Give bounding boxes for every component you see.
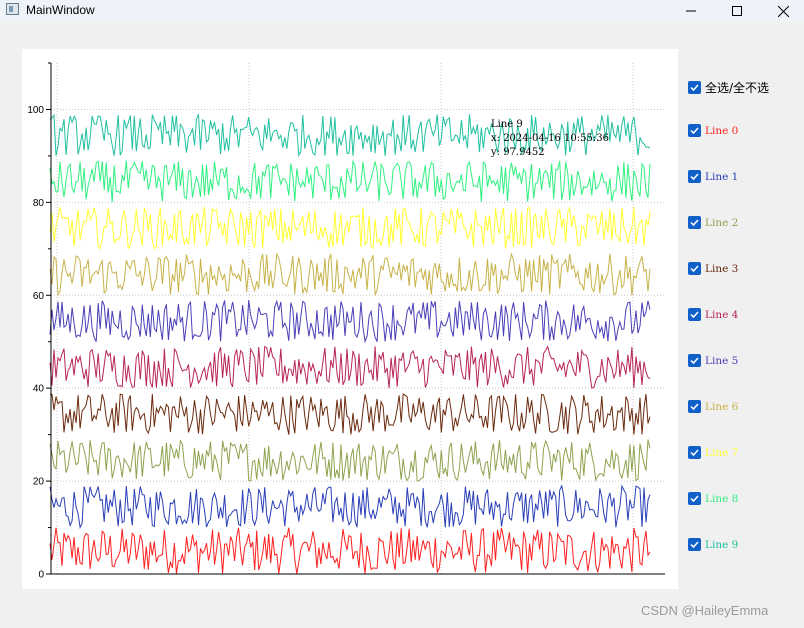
checkbox-checked-icon: [688, 124, 701, 137]
checkbox-checked-icon: [688, 446, 701, 459]
legend-checkbox-line-6[interactable]: Line 6: [688, 400, 738, 413]
legend-checkbox-line-3[interactable]: Line 3: [688, 262, 738, 275]
minimize-button[interactable]: [668, 0, 714, 22]
legend-label: Line 9: [705, 538, 739, 551]
legend-checkbox-line-7[interactable]: Line 7: [688, 446, 738, 459]
checkbox-checked-icon: [688, 354, 701, 367]
window-title: MainWindow: [26, 3, 95, 17]
y-tick-label: 100: [27, 105, 44, 116]
legend-label: Line 2: [705, 216, 739, 229]
checkbox-checked-icon: [688, 81, 701, 94]
legend-label: Line 5: [705, 354, 739, 367]
legend-checkbox-line-5[interactable]: Line 5: [688, 354, 738, 367]
series-line-5: [49, 299, 651, 344]
checkbox-checked-icon: [688, 262, 701, 275]
y-tick-label: 80: [33, 198, 45, 209]
tooltip-x: x: 2024-04-16 10:55:36: [491, 133, 609, 144]
series-line-2: [49, 439, 651, 482]
legend-label: Line 3: [705, 262, 739, 275]
maximize-button[interactable]: [714, 0, 760, 22]
y-tick-label: 20: [33, 477, 45, 488]
legend-label: Line 4: [705, 308, 739, 321]
title-bar: MainWindow: [0, 0, 804, 22]
maximize-icon: [732, 6, 742, 16]
legend-checkbox-line-1[interactable]: Line 1: [688, 170, 738, 183]
checkbox-checked-icon: [688, 216, 701, 229]
series-line-3: [49, 393, 651, 435]
legend-panel: 全选/全不选 Line 0 Line 1 Line 2 Line 3 Line 4 Lin…: [688, 0, 804, 628]
tooltip-series: Line 9: [491, 119, 523, 130]
legend-checkbox-line-2[interactable]: Line 2: [688, 216, 738, 229]
tooltip-y: y: 97.9452: [491, 147, 545, 158]
legend-label: Line 0: [705, 124, 739, 137]
series-line-7: [49, 206, 651, 251]
series-line-8: [49, 159, 651, 203]
legend-label: Line 7: [705, 446, 739, 459]
app-icon: [6, 3, 19, 15]
legend-label: Line 8: [705, 492, 739, 505]
minimize-icon: [686, 10, 696, 12]
series-line-0: [49, 527, 651, 574]
select-all-label: 全选/全不选: [705, 81, 770, 95]
checkbox-checked-icon: [688, 538, 701, 551]
checkbox-checked-icon: [688, 170, 701, 183]
y-tick-label: 60: [33, 291, 45, 302]
legend-label: Line 6: [705, 400, 739, 413]
chart-tooltip: Line 9 x: 2024-04-16 10:55:36 y: 97.9452: [491, 118, 609, 160]
legend-checkbox-line-8[interactable]: Line 8: [688, 492, 738, 505]
select-all-checkbox[interactable]: 全选/全不选: [688, 79, 769, 96]
series-line-6: [49, 252, 651, 296]
legend-checkbox-line-9[interactable]: Line 9: [688, 538, 738, 551]
watermark: CSDN @HaileyEmma: [641, 603, 769, 618]
checkbox-checked-icon: [688, 400, 701, 413]
y-tick-label: 40: [33, 384, 45, 395]
series-line-4: [49, 345, 651, 389]
series-line-9: [49, 113, 651, 157]
close-button[interactable]: [760, 0, 804, 22]
legend-label: Line 1: [705, 170, 739, 183]
legend-checkbox-line-0[interactable]: Line 0: [688, 124, 738, 137]
checkbox-checked-icon: [688, 492, 701, 505]
series-line-1: [49, 484, 651, 530]
checkbox-checked-icon: [688, 308, 701, 321]
close-icon: [777, 5, 789, 17]
y-tick-label: 0: [38, 570, 44, 581]
legend-checkbox-line-4[interactable]: Line 4: [688, 308, 738, 321]
